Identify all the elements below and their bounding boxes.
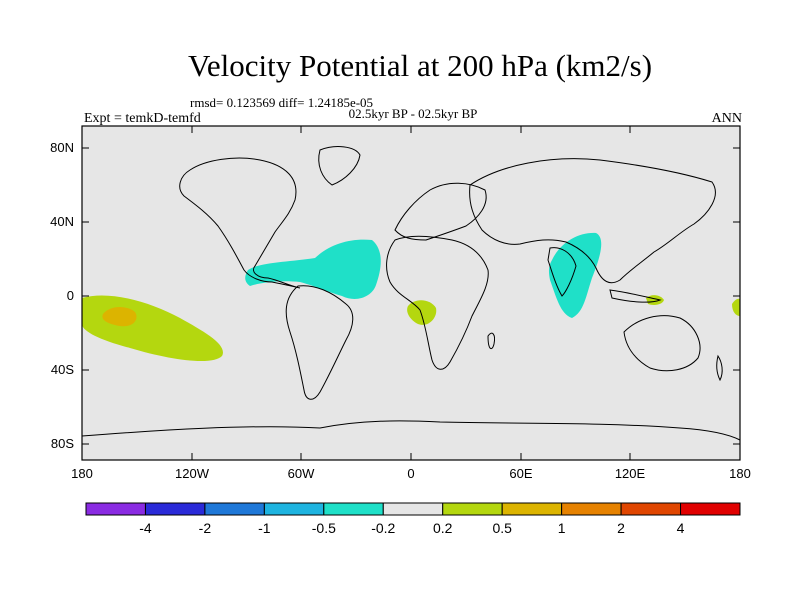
coast-greenland [318,146,361,186]
colorbar-label: -0.5 [311,520,336,536]
lon-tick-label: 180 [71,466,93,481]
lat-tick-label: 80S [50,436,74,451]
anomaly-fields [82,232,740,362]
colorbar-swatch [442,502,503,516]
colorbar-label: -0.2 [371,520,396,536]
stats-label: rmsd= 0.123569 diff= 1.24185e-05 [190,95,374,110]
lon-tick-label: 120W [175,466,209,481]
coast-india [547,247,577,297]
colorbar-swatch [204,502,265,516]
colorbar-label: 0.5 [492,520,512,536]
map-title: Velocity Potential at 200 hPa (km2/s) [187,48,653,83]
colorbar-label: 0.2 [432,520,453,536]
lon-tick-label: 0 [407,466,415,481]
colorbar-swatch [680,502,741,516]
colorbar-swatch [561,502,622,516]
coast-antarctica [81,420,741,441]
lat-tick-label: 40N [50,214,74,229]
coastlines [81,146,741,441]
lon-tick-label: 180 [729,466,751,481]
lat-tick-label: 0 [66,288,74,303]
colorbar-label: -4 [139,520,152,536]
coast-asia [469,158,716,284]
colorbar-swatch [323,502,384,516]
colorbar-swatch [501,502,563,516]
coast-south-america [285,285,354,400]
colorbar-swatch [144,502,206,516]
coast-australia [623,315,701,372]
experiment-label: Expt = temkD-temfd [84,111,201,126]
lon-tick-label: 60E [509,466,533,481]
lat-tick-label: 80N [50,140,74,155]
anomaly-pacific-strong [102,306,137,327]
colorbar-label: -1 [258,520,271,536]
colorbar-label: 4 [676,520,685,536]
coast-new-zealand [716,354,723,382]
anomaly-africa-positive [407,300,437,325]
colorbar-swatch [620,502,682,516]
coast-madagascar [487,332,495,350]
period-label: 02.5kyr BP - 02.5kyr BP [348,106,478,121]
coast-north-america [179,157,301,289]
colorbar-label: 2 [617,520,625,536]
coast-africa [386,235,489,370]
colorbar-swatch [263,502,325,516]
coast-maritime-continent [609,289,662,303]
lon-tick-label: 60W [287,466,315,481]
season-label: ANN [711,111,742,126]
anomaly-atlantic-negative [245,239,381,299]
colorbar-label: -2 [198,520,212,536]
map-ticks [81,126,741,460]
anomaly-indian-negative [548,232,602,318]
lat-tick-label: 40S [50,362,74,377]
coast-europe [394,182,487,241]
anomaly-dateline-positive [732,298,740,316]
colorbar-label: 1 [557,520,566,536]
lon-tick-label: 120E [614,466,646,481]
colorbar-swatch [85,502,146,516]
colorbar-swatch [382,502,444,516]
